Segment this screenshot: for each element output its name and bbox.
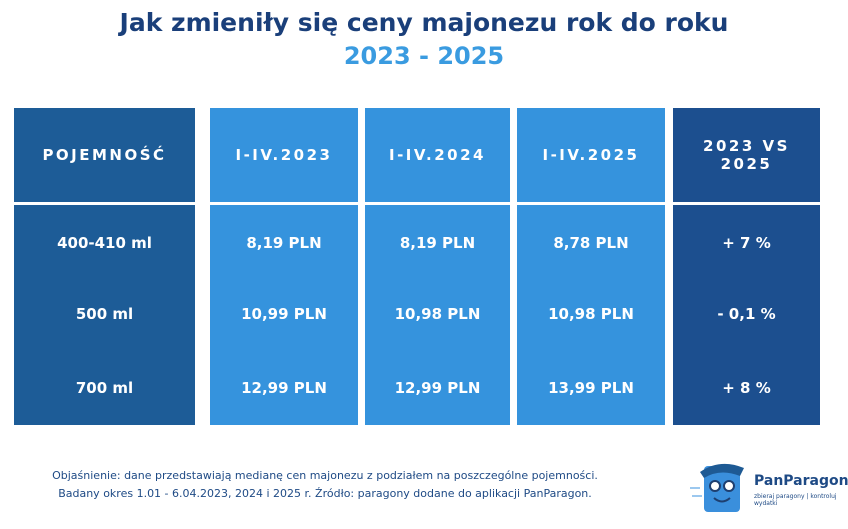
column-header: POJEMNOŚĆ (42, 146, 167, 164)
logo-icon (690, 463, 744, 512)
separator (14, 202, 820, 205)
table-cell: 500 ml (75, 305, 134, 323)
subtitle: 2023 - 2025 (343, 42, 505, 70)
table-cell: 12,99 PLN (241, 378, 327, 397)
column-header: I-IV.2023 (235, 146, 333, 164)
footnote: Badany okres 1.01 - 6.04.2023, 2024 i 20… (58, 487, 592, 500)
footnote: Objaśnienie: dane przedstawiają medianę … (52, 469, 598, 482)
column-bg (14, 108, 195, 425)
table-cell: 10,98 PLN (548, 305, 634, 323)
title: Jak zmieniły się ceny majonezu rok do ro… (119, 8, 729, 37)
table-cell: 700 ml (75, 378, 134, 397)
logo-tagline: zbieraj paragony | kontroluj wydatki (754, 493, 837, 507)
table-cell: - 0,1 % (717, 305, 776, 323)
table-cell: + 8 % (722, 378, 771, 397)
logo-name: PanParagon (754, 473, 848, 489)
column-bg (673, 108, 820, 425)
table-cell: 8,19 PLN (399, 234, 476, 252)
table-cell: 10,99 PLN (241, 305, 327, 323)
column-bg (517, 108, 665, 425)
table-cell: 10,98 PLN (394, 305, 481, 323)
table-cell: 12,99 PLN (394, 378, 481, 397)
column-header: I-IV.2024 (388, 146, 486, 164)
column-bg (210, 108, 358, 425)
table-cell: 8,78 PLN (553, 234, 629, 252)
column-header: I-IV.2025 (542, 146, 640, 164)
column-header: 2023 VS 2025 (703, 137, 790, 173)
column-bg (365, 108, 510, 425)
table-cell: 8,19 PLN (246, 234, 322, 252)
table-cell: 13,99 PLN (548, 378, 634, 397)
table-cell: + 7 % (722, 234, 771, 252)
table-cell: 400-410 ml (57, 234, 152, 252)
